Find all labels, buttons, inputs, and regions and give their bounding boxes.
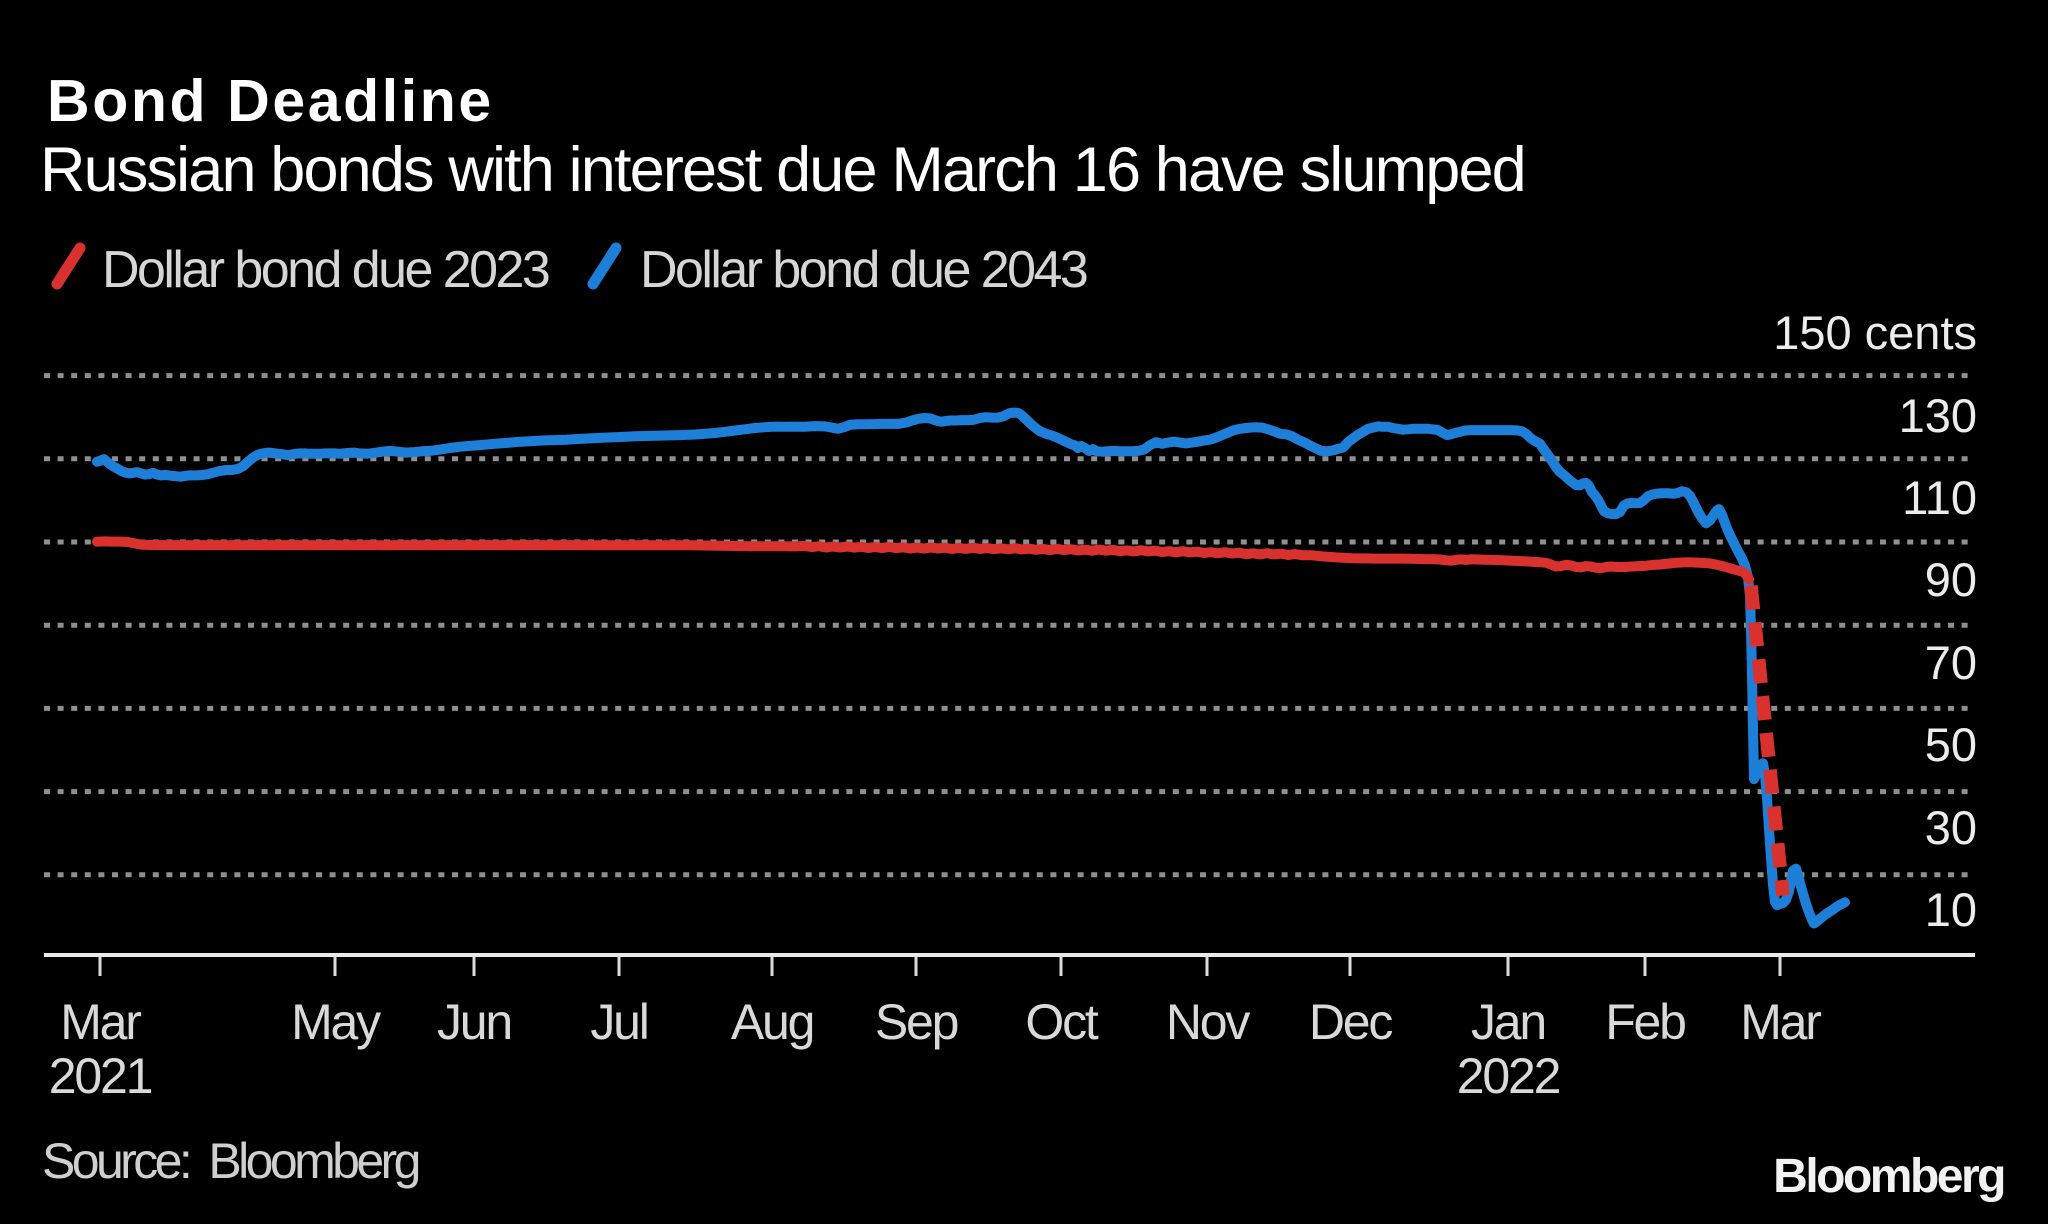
svg-text:Jan: Jan xyxy=(1471,994,1545,1050)
svg-text:Feb: Feb xyxy=(1605,994,1685,1050)
svg-text:Dollar bond due 2043: Dollar bond due 2043 xyxy=(640,241,1087,299)
svg-text:Sep: Sep xyxy=(875,994,958,1050)
svg-text:Bloomberg: Bloomberg xyxy=(1773,1150,2004,1203)
svg-text:Oct: Oct xyxy=(1025,994,1098,1050)
svg-text:May: May xyxy=(291,994,381,1050)
svg-text:Dollar bond due 2023: Dollar bond due 2023 xyxy=(102,241,549,299)
svg-text:70: 70 xyxy=(1925,636,1977,689)
svg-text:110: 110 xyxy=(1902,471,1977,524)
svg-text:10: 10 xyxy=(1925,883,1977,936)
svg-text:Source: Bloomberg: Source: Bloomberg xyxy=(42,1133,419,1189)
svg-text:50: 50 xyxy=(1925,718,1977,771)
svg-text:90: 90 xyxy=(1925,553,1977,606)
svg-text:Mar: Mar xyxy=(60,994,141,1050)
svg-text:150 cents: 150 cents xyxy=(1773,306,1977,359)
svg-text:130: 130 xyxy=(1899,389,1977,442)
svg-text:Russian bonds with interest du: Russian bonds with interest due March 16… xyxy=(40,135,1525,205)
svg-text:Dec: Dec xyxy=(1309,994,1393,1050)
svg-text:Mar: Mar xyxy=(1740,994,1821,1050)
svg-text:Jun: Jun xyxy=(437,994,511,1050)
svg-text:Jul: Jul xyxy=(590,994,647,1050)
svg-text:30: 30 xyxy=(1925,801,1977,854)
svg-text:Aug: Aug xyxy=(731,994,813,1050)
svg-text:Nov: Nov xyxy=(1166,994,1251,1050)
svg-text:2022: 2022 xyxy=(1457,1048,1560,1104)
svg-text:2021: 2021 xyxy=(49,1048,152,1104)
svg-text:Bond Deadline: Bond Deadline xyxy=(47,68,494,134)
